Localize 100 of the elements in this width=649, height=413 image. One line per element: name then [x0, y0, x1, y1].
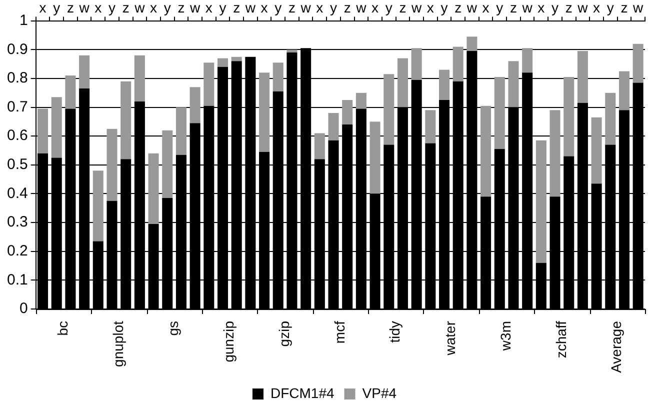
bar [605, 92, 616, 145]
x-tick-label: x [372, 0, 379, 16]
bar [356, 92, 366, 109]
y-tick-label: 0.8 [6, 70, 28, 87]
x-tick-label: x [94, 0, 102, 16]
text: Average [608, 320, 624, 373]
x-tick-label: w [576, 0, 589, 16]
bar [522, 48, 533, 73]
bar [38, 108, 48, 154]
x-tick-label: z [620, 0, 628, 16]
x-tick-label: x [426, 0, 434, 16]
x-tick-label: w [632, 0, 644, 16]
y-tick-label: 0.7 [6, 98, 28, 116]
x-tick-label: z [344, 0, 351, 16]
text: bc [54, 321, 70, 336]
x-tick-label: x [205, 0, 212, 16]
x-tick-label: w [300, 0, 312, 16]
x-tick-label: z [288, 0, 296, 16]
text: gnuplot [110, 320, 126, 367]
bar [92, 170, 104, 242]
bar [134, 55, 145, 102]
x-tick-label: w [410, 0, 423, 16]
bar [480, 106, 492, 197]
bar [438, 70, 450, 100]
bar [494, 77, 505, 150]
x-tick-label: z [66, 0, 74, 16]
x-tick-label: x [260, 0, 268, 16]
text: gs [165, 321, 182, 336]
x-tick-label: x [39, 0, 46, 16]
x-tick-label: z [178, 0, 185, 16]
bar [370, 122, 380, 194]
y-tick-label: 0.6 [6, 127, 28, 144]
bar [536, 140, 546, 263]
bar [508, 61, 519, 108]
bar [217, 58, 228, 67]
bar [259, 72, 270, 152]
x-tick-label: w [134, 0, 146, 16]
text: w3m [497, 321, 514, 352]
x-tick-label: y [606, 0, 614, 16]
bar [204, 62, 214, 106]
bar [190, 87, 200, 124]
bar [397, 58, 408, 108]
bar [51, 97, 62, 158]
bar [314, 133, 325, 160]
text: gzip [276, 320, 292, 347]
text: zchaff [552, 320, 569, 358]
y-tick-label: 0.9 [6, 40, 28, 58]
bar [65, 76, 76, 109]
x-tick-label: z [233, 0, 240, 16]
x-tick-label: z [122, 0, 130, 16]
bar [79, 55, 90, 89]
x-tick-label: w [355, 0, 368, 16]
x-tick-label: y [53, 0, 60, 16]
x-tick-label: x [538, 0, 545, 16]
x-tick-label: y [164, 0, 171, 16]
bar [106, 128, 118, 201]
x-tick-label: y [385, 0, 392, 16]
bar [425, 110, 436, 144]
bar [162, 130, 173, 198]
text: tidy [386, 321, 403, 343]
bar [577, 51, 588, 103]
x-tick-label: z [399, 0, 406, 16]
bar [591, 117, 602, 184]
bar [120, 81, 132, 160]
x-tick-label: w [521, 0, 534, 16]
x-tick-label: y [274, 0, 282, 16]
x-tick-label: y [330, 0, 338, 16]
legend-label: DFCM1#4 [270, 384, 334, 401]
y-tick-label: 0 [20, 300, 28, 318]
x-tick-label: z [510, 0, 517, 16]
bar [231, 56, 242, 62]
x-tick-label: y [219, 0, 226, 16]
bar [564, 77, 574, 156]
bar [618, 71, 630, 110]
y-tick-label: 0.1 [6, 271, 28, 288]
y-tick-label: 0.3 [6, 214, 28, 231]
bar [452, 46, 464, 82]
bar [550, 110, 560, 197]
legend-label: VP#4 [362, 384, 397, 401]
y-tick-label: 1 [20, 12, 28, 29]
x-tick-label: y [108, 0, 116, 16]
x-tick-label: x [150, 0, 158, 16]
bar [176, 107, 186, 155]
y-tick-label: 0.5 [6, 156, 28, 174]
x-tick-label: z [454, 0, 462, 16]
y-tick-label: 0.2 [6, 242, 28, 260]
x-tick-label: x [482, 0, 490, 16]
x-tick-label: x [316, 0, 324, 16]
bar [632, 44, 644, 83]
bar [286, 50, 298, 52]
x-tick-label: x [593, 0, 600, 16]
x-tick-label: w [78, 0, 90, 16]
x-tick-label: y [496, 0, 504, 16]
x-tick-label: z [565, 0, 572, 16]
text: gunzip [220, 320, 237, 362]
bar [148, 153, 159, 224]
y-tick-label: 0.4 [6, 184, 28, 202]
x-tick-label: y [440, 0, 448, 16]
bar [466, 36, 478, 52]
bar [272, 62, 284, 92]
